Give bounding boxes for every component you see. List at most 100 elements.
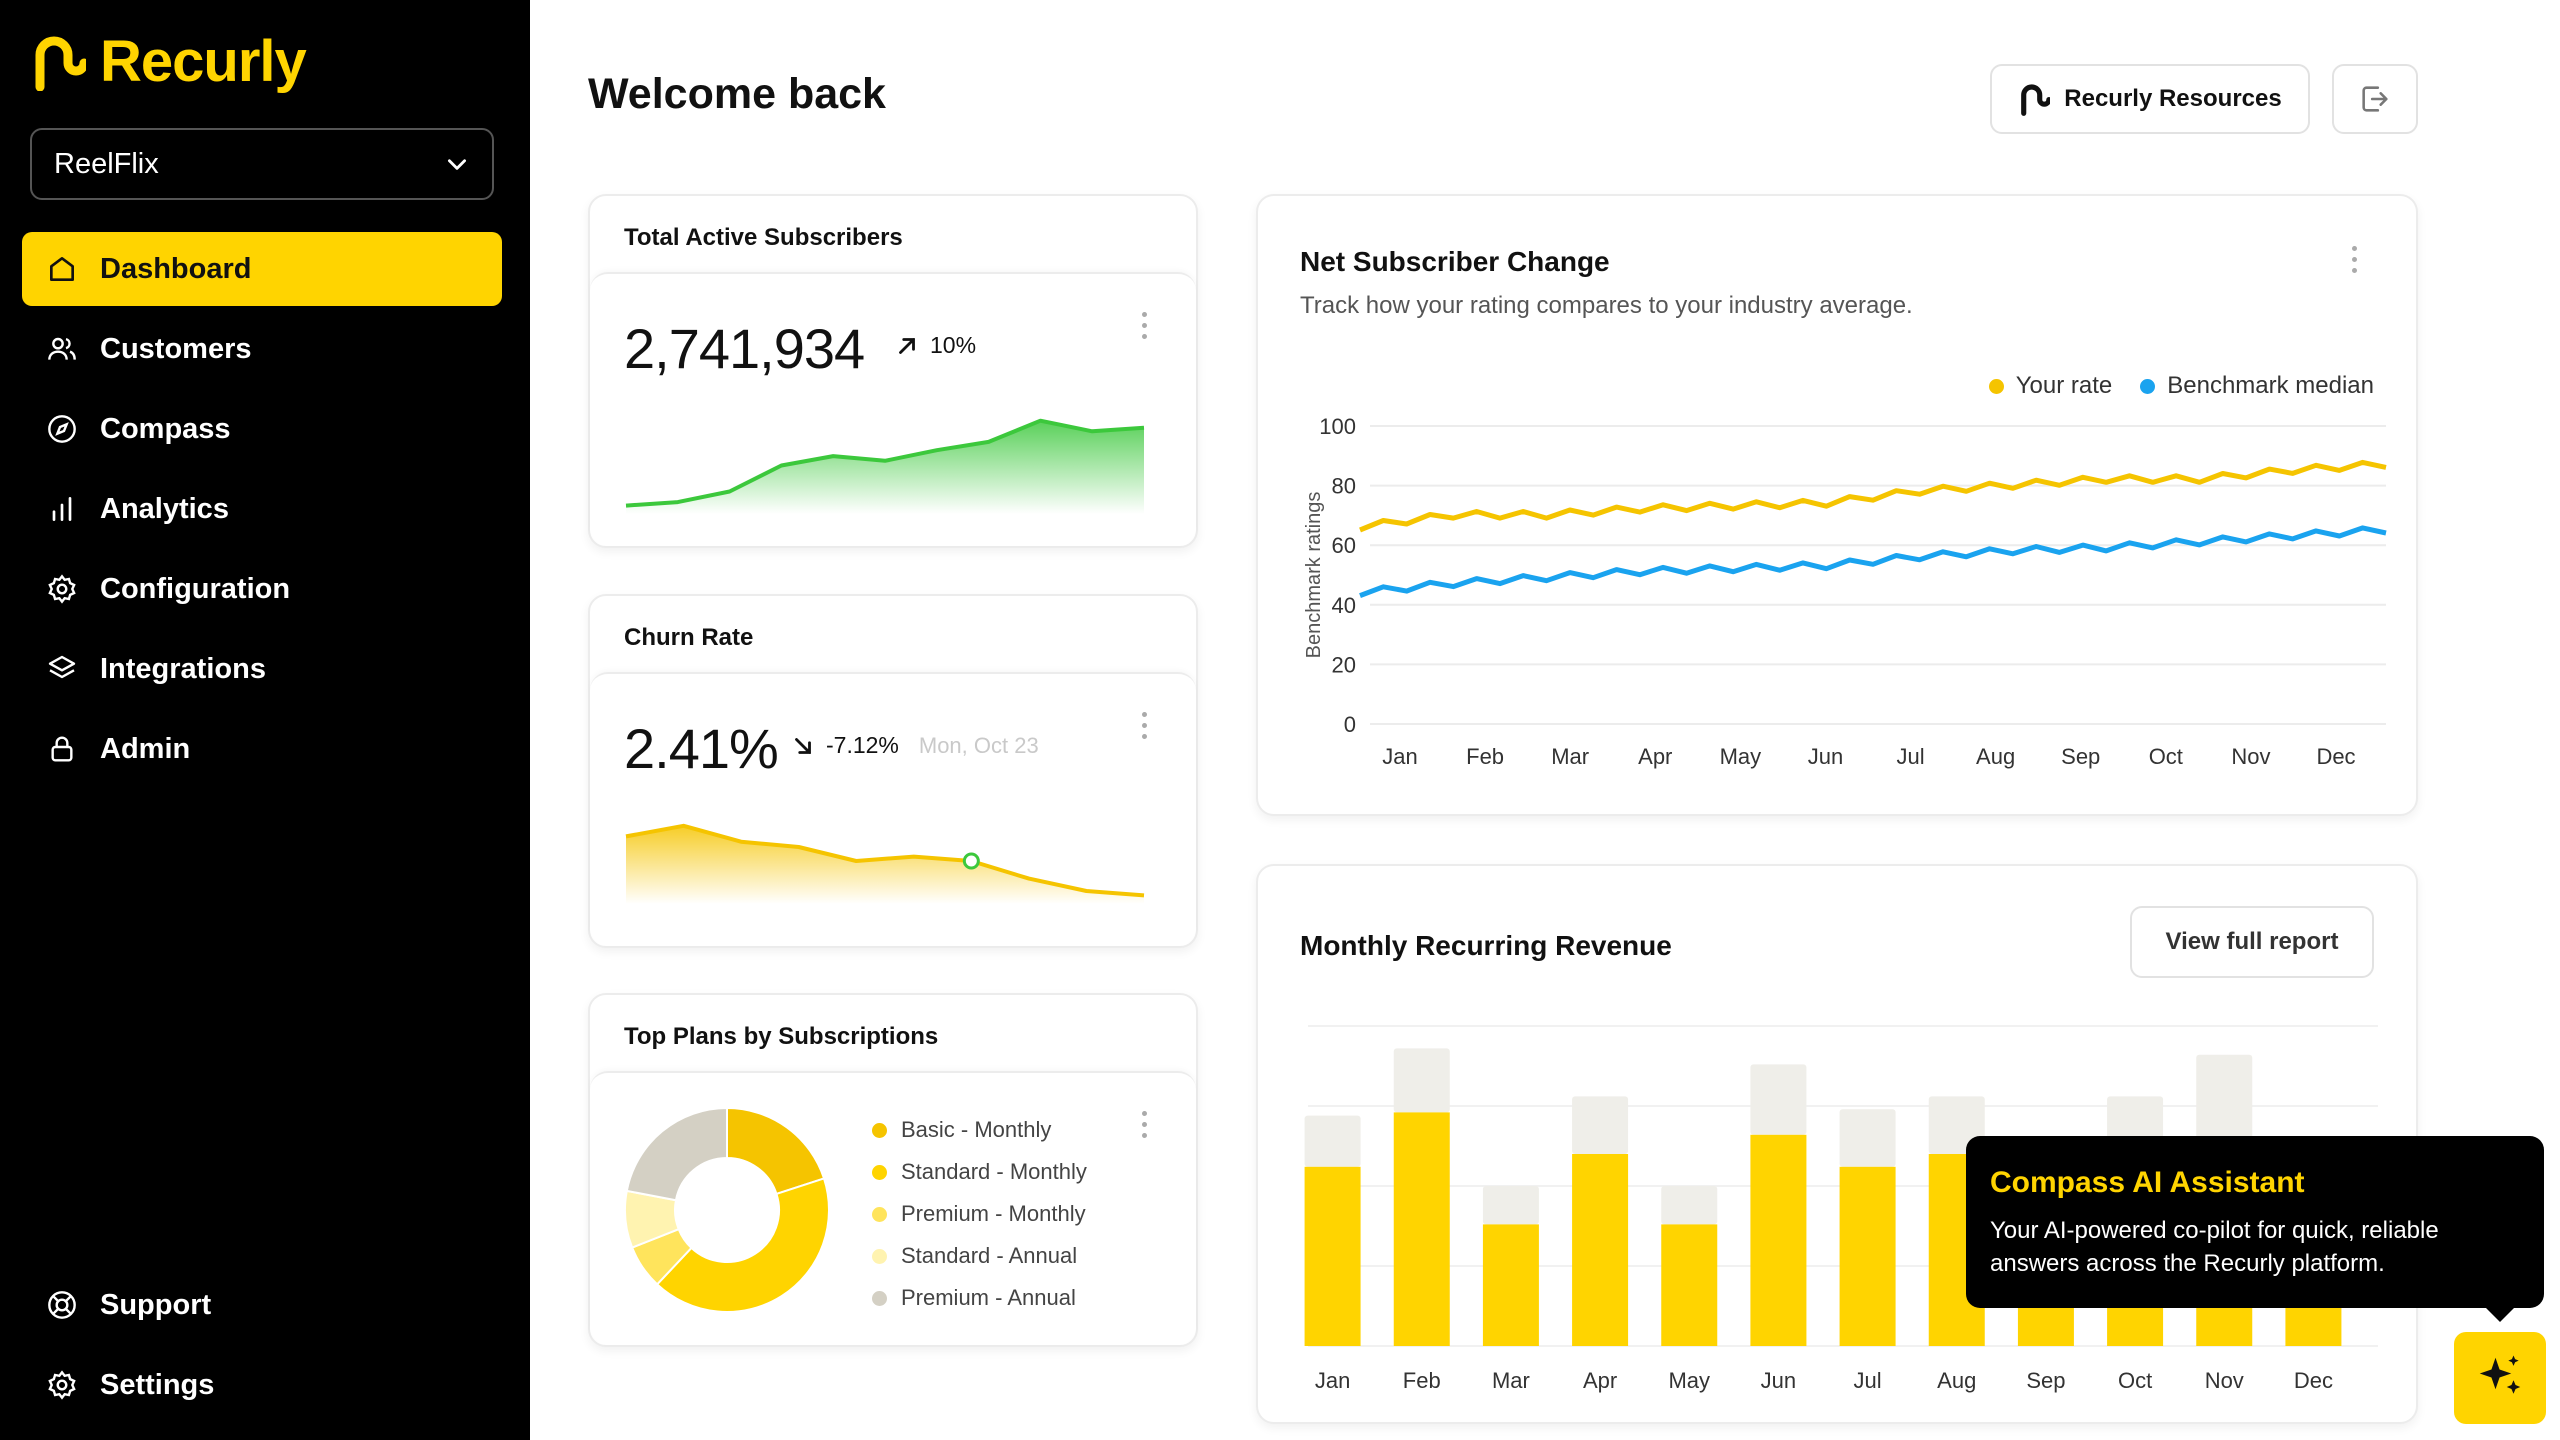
x-tick-label: Oct — [2118, 1368, 2152, 1393]
compass-ai-button[interactable] — [2454, 1332, 2546, 1424]
sidebar-item-compass[interactable]: Compass — [22, 392, 502, 466]
account-select-value: ReelFlix — [54, 147, 159, 180]
sidebar-item-label: Support — [100, 1288, 212, 1321]
y-tick-label: 100 — [1319, 414, 1356, 439]
x-tick-label: Sep — [2061, 744, 2100, 769]
x-tick-label: Feb — [1466, 744, 1504, 769]
sidebar-item-label: Customers — [100, 332, 252, 365]
subscribers-card-body: 2,741,934 10% — [590, 272, 1196, 546]
x-tick-label: May — [1720, 744, 1762, 769]
account-select[interactable]: ReelFlix — [30, 128, 494, 200]
sidebar-item-label: Analytics — [100, 492, 229, 525]
sidebar-item-analytics[interactable]: Analytics — [22, 472, 502, 546]
net-subscriber-title: Net Subscriber Change — [1300, 246, 1610, 277]
x-tick-label: Dec — [2294, 1368, 2333, 1393]
sidebar-item-admin[interactable]: Admin — [22, 712, 502, 786]
home-icon — [44, 251, 80, 287]
x-tick-label: Nov — [2205, 1368, 2244, 1393]
x-tick-label: Jun — [1808, 744, 1843, 769]
x-tick-label: Oct — [2149, 744, 2183, 769]
brand-name: Recurly — [100, 29, 307, 94]
sparkline-area — [626, 420, 1144, 514]
bar-target — [1750, 1064, 1807, 1135]
series-line — [1359, 525, 2387, 598]
top-plans-card-title: Top Plans by Subscriptions — [624, 1023, 939, 1050]
compass-icon — [44, 411, 80, 447]
sparkline-line — [625, 823, 1145, 898]
subscribers-sparkline — [625, 418, 1145, 514]
sidebar-item-support[interactable]: Support — [22, 1268, 502, 1342]
sidebar-item-label: Settings — [100, 1368, 215, 1401]
sidebar-item-dashboard[interactable]: Dashboard — [22, 232, 502, 306]
donut-slice — [726, 1106, 826, 1196]
sidebar-item-integrations[interactable]: Integrations — [22, 632, 502, 706]
more-options-icon[interactable] — [1142, 312, 1150, 339]
bar-target — [1572, 1096, 1629, 1154]
sidebar-item-settings[interactable]: Settings — [22, 1348, 502, 1422]
bar-target — [1661, 1186, 1718, 1225]
series-line — [1359, 459, 2387, 533]
x-tick-label: Jan — [1382, 744, 1417, 769]
churn-value: 2.41% — [624, 717, 779, 780]
x-tick-label: Dec — [2316, 744, 2355, 769]
plans-legend-item: Premium - Monthly — [872, 1201, 1087, 1227]
donut-slice — [625, 1106, 728, 1202]
x-tick-label: Jan — [1315, 1368, 1350, 1393]
churn-card-title: Churn Rate — [624, 624, 754, 651]
logout-button[interactable] — [2332, 64, 2418, 134]
plans-legend: Basic - Monthly Standard - Monthly Premi… — [872, 1117, 1087, 1327]
y-tick-label: 0 — [1344, 712, 1356, 737]
y-tick-label: 60 — [1332, 533, 1356, 558]
x-tick-label: Jun — [1761, 1368, 1796, 1393]
more-options-icon[interactable] — [1142, 1111, 1150, 1138]
sidebar-nav: Dashboard Customers Compass Analytics Co… — [22, 232, 502, 792]
x-tick-label: Aug — [1937, 1368, 1976, 1393]
sidebar-item-label: Configuration — [100, 572, 291, 605]
sparkles-icon — [2479, 1355, 2521, 1394]
sidebar-item-configuration[interactable]: Configuration — [22, 552, 502, 626]
bar-target — [1393, 1048, 1450, 1113]
sidebar-item-customers[interactable]: Customers — [22, 312, 502, 386]
subscribers-card-title: Total Active Subscribers — [624, 224, 903, 251]
bar-value — [1750, 1134, 1807, 1346]
churn-sparkline — [625, 823, 1145, 904]
view-full-report-button[interactable]: View full report — [2130, 906, 2374, 978]
sidebar-item-label: Integrations — [100, 652, 266, 685]
arrow-down-right-icon — [795, 737, 811, 754]
page-title: Welcome back — [588, 70, 886, 118]
layers-icon — [44, 651, 80, 687]
plans-legend-item: Standard - Annual — [872, 1243, 1087, 1269]
bar-value — [1393, 1112, 1450, 1346]
net-subscriber-subtitle: Track how your rating compares to your i… — [1300, 292, 1913, 319]
tooltip-body: Your AI-powered co-pilot for quick, reli… — [1990, 1217, 2439, 1277]
bar-value — [1839, 1166, 1896, 1346]
plans-legend-item: Basic - Monthly — [872, 1117, 1087, 1143]
x-tick-label: Mar — [1492, 1368, 1530, 1393]
net-chart-legend: Your rate Benchmark median — [1988, 372, 2374, 400]
x-tick-label: Sep — [2026, 1368, 2065, 1393]
recurly-logo-icon — [35, 36, 86, 91]
bar-value — [1482, 1224, 1539, 1346]
churn-delta: -7.12% Mon, Oct 23 — [790, 732, 1039, 759]
sparkline-area — [626, 825, 1144, 904]
churn-delta-value: -7.12% — [826, 732, 899, 758]
y-axis-label: Benchmark ratings — [1303, 492, 1325, 659]
bar-value — [1572, 1154, 1629, 1346]
x-tick-label: Jul — [1896, 744, 1924, 769]
gear-icon — [44, 571, 80, 607]
lock-icon — [44, 731, 80, 767]
sparkline-marker — [962, 852, 980, 870]
sidebar: Recurly ReelFlix Dashboard Customers Com… — [0, 0, 530, 1440]
bar-chart-icon — [44, 491, 80, 527]
sidebar-item-label: Admin — [100, 732, 191, 765]
legend-benchmark: Benchmark median — [2140, 372, 2374, 400]
churn-date: Mon, Oct 23 — [918, 732, 1039, 758]
plans-legend-item: Premium - Annual — [872, 1285, 1087, 1311]
more-options-icon[interactable] — [2352, 246, 2360, 273]
brand-logo[interactable]: Recurly — [30, 28, 307, 95]
x-tick-label: Apr — [1583, 1368, 1617, 1393]
lifebuoy-icon — [44, 1287, 80, 1323]
recurly-resources-button[interactable]: Recurly Resources — [1990, 64, 2310, 134]
more-options-icon[interactable] — [1142, 712, 1150, 739]
y-tick-label: 40 — [1332, 593, 1356, 618]
